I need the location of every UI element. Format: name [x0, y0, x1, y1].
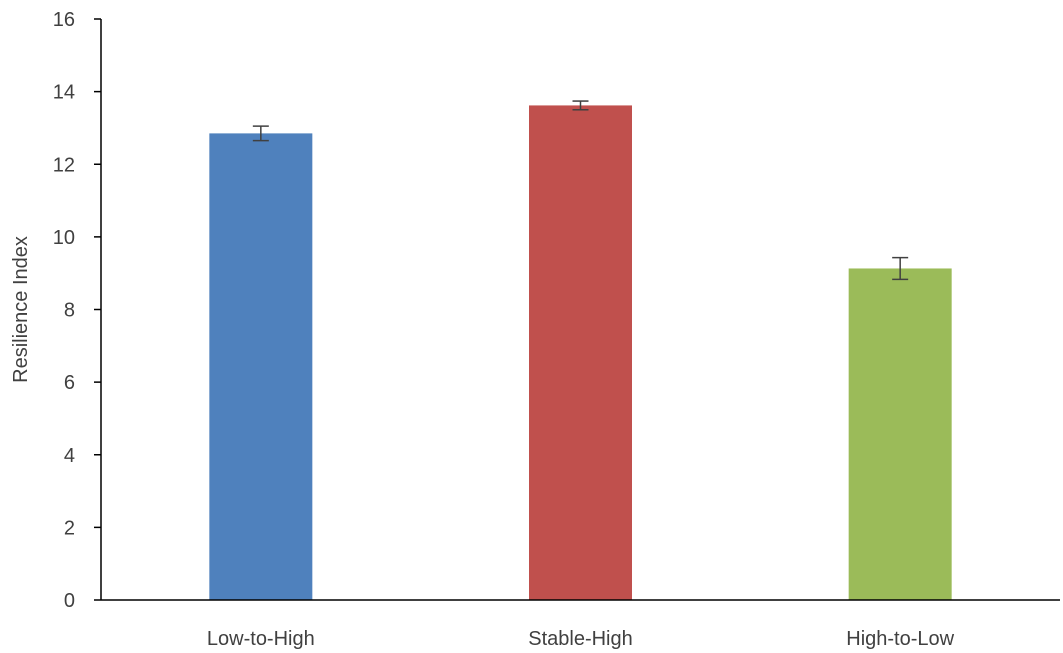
error-bar [892, 256, 909, 281]
bar-high-to-low [848, 268, 952, 600]
y-tick-label: 12 [53, 154, 75, 176]
y-axis-ticks: 0 2 4 6 8 10 12 14 16 [53, 9, 101, 612]
error-bar [252, 125, 269, 142]
x-axis-labels: Low-to-High Stable-High High-to-Low [207, 628, 955, 650]
bars [209, 105, 952, 600]
y-axis-title: Resilience Index [10, 236, 32, 383]
y-tick-label: 8 [64, 300, 75, 322]
y-tick-label: 16 [53, 9, 75, 31]
x-category-label: Low-to-High [207, 628, 315, 650]
error-bars [252, 100, 909, 281]
bar-stable-high [529, 105, 632, 600]
y-tick-label: 4 [64, 445, 75, 467]
x-category-label: High-to-Low [846, 628, 954, 650]
y-tick-label: 6 [64, 372, 75, 394]
x-category-label: Stable-High [528, 628, 633, 650]
y-tick-label: 14 [53, 82, 75, 104]
y-tick-label: 10 [53, 227, 75, 249]
error-bar [572, 100, 589, 111]
y-tick-label: 2 [64, 517, 75, 539]
y-tick-label: 0 [64, 590, 75, 612]
bar-low-to-high [209, 133, 313, 600]
